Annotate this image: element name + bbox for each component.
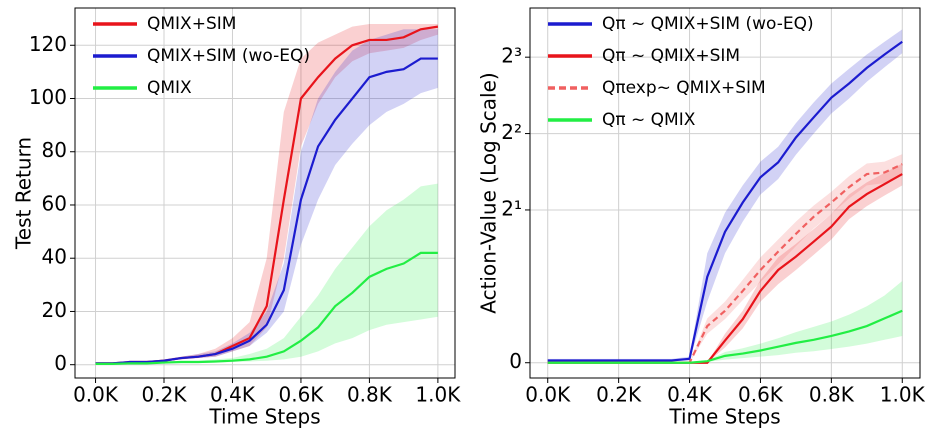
- series-line: [95, 57, 438, 365]
- plot-frame: [74, 7, 456, 379]
- x-tick-label: 0.4K: [667, 383, 713, 407]
- x-tick-label: 0.6K: [738, 383, 784, 407]
- y-tick-label: 60: [42, 191, 67, 215]
- confidence-band: [547, 154, 903, 363]
- confidence-band: [547, 29, 903, 362]
- x-tick-label: 0.8K: [809, 383, 855, 407]
- legend-label: QMIX+SIM: [147, 14, 236, 34]
- y-tick-label: 100: [29, 85, 67, 109]
- y-tick-label: 2¹: [501, 196, 522, 220]
- x-tick-label: 0.2K: [142, 383, 188, 407]
- y-axis-label: Test Return: [12, 137, 36, 250]
- series-line: [547, 163, 903, 364]
- confidence-band: [95, 23, 438, 364]
- legend-label: QMIX: [147, 78, 192, 98]
- x-axis-label: Time Steps: [668, 405, 780, 429]
- series-line: [95, 251, 438, 365]
- x-tick-label: 0.2K: [596, 383, 642, 407]
- plot-frame: [529, 7, 921, 379]
- y-tick-label: 2³: [501, 44, 522, 68]
- y-tick-label: 20: [42, 298, 67, 322]
- y-tick-label: 0: [54, 351, 67, 375]
- legend-label: Qπ ~ QMIX+SIM (wo-EQ): [602, 14, 814, 34]
- x-tick-label: 0.4K: [210, 383, 256, 407]
- legend-label: Qπexp~ QMIX+SIM: [602, 78, 766, 98]
- series-line: [547, 40, 903, 362]
- legend-label: QMIX+SIM (wo-EQ): [147, 46, 310, 66]
- confidence-band: [547, 280, 903, 363]
- plot-area: [530, 8, 920, 378]
- y-tick-label: 80: [42, 138, 67, 162]
- legend-label: Qπ ~ QMIX+SIM: [602, 46, 740, 66]
- y-tick-label: 0: [509, 349, 522, 373]
- x-axis-label: Time Steps: [208, 405, 320, 429]
- x-tick-label: 1.0K: [415, 383, 461, 407]
- y-axis-label: Action-Value (Log Scale): [477, 72, 501, 313]
- y-tick-label: 2²: [501, 120, 522, 144]
- confidence-band: [547, 163, 903, 363]
- y-tick-label: 40: [42, 245, 67, 269]
- x-tick-label: 0.0K: [73, 383, 119, 407]
- x-tick-label: 0.0K: [525, 383, 571, 407]
- x-tick-label: 0.8K: [347, 383, 393, 407]
- legend-label: Qπ ~ QMIX: [602, 110, 696, 130]
- y-tick-label: 120: [29, 32, 67, 56]
- x-tick-label: 0.6K: [278, 383, 324, 407]
- series-line: [547, 309, 903, 364]
- plot-area: [75, 8, 455, 378]
- confidence-band: [95, 29, 438, 364]
- confidence-band: [95, 183, 438, 365]
- x-tick-label: 1.0K: [880, 383, 926, 407]
